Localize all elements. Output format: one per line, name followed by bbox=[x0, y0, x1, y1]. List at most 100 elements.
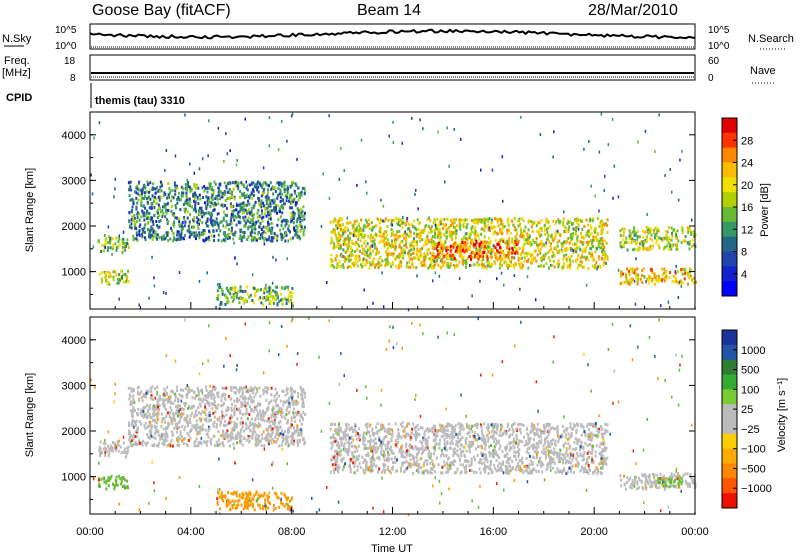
scatter-cell bbox=[365, 259, 367, 262]
scatter-cell bbox=[263, 204, 265, 207]
scatter-cell bbox=[563, 262, 565, 265]
scatter-cell bbox=[340, 247, 342, 250]
scatter-cell bbox=[126, 480, 128, 483]
scatter-cell bbox=[589, 218, 591, 221]
scatter-cell bbox=[547, 227, 549, 230]
scatter-cell bbox=[186, 393, 188, 396]
scatter-cell bbox=[411, 248, 413, 251]
scatter-cell bbox=[303, 402, 305, 405]
scatter-cell bbox=[184, 210, 186, 213]
scatter-cell bbox=[181, 394, 183, 397]
scatter-cell bbox=[248, 208, 250, 211]
scatter-cell bbox=[202, 210, 204, 213]
scatter-cell bbox=[131, 414, 133, 417]
scatter-cell bbox=[511, 238, 513, 241]
scatter-cell bbox=[213, 235, 215, 238]
freq-label-line2: [MHz] bbox=[2, 67, 31, 79]
scatter-cell bbox=[448, 257, 450, 260]
scatter-cell bbox=[143, 406, 145, 409]
scatter-cell bbox=[451, 238, 453, 241]
scatter-cell bbox=[114, 187, 116, 190]
scatter-cell bbox=[513, 242, 515, 245]
scatter-cell bbox=[284, 437, 286, 440]
scatter-cell bbox=[280, 299, 282, 302]
scatter-cell bbox=[272, 256, 274, 259]
scatter-cell bbox=[288, 197, 290, 200]
scatter-cell bbox=[212, 202, 214, 205]
scatter-cell bbox=[157, 216, 159, 219]
scatter-cell bbox=[297, 392, 299, 395]
scatter-cell bbox=[483, 217, 485, 220]
scatter-cell bbox=[428, 257, 430, 260]
scatter-cell bbox=[257, 237, 259, 240]
scatter-cell bbox=[130, 189, 132, 192]
scatter-cell bbox=[258, 298, 260, 301]
scatter-cell bbox=[536, 230, 538, 233]
scatter-cell bbox=[385, 218, 387, 221]
scatter-cell bbox=[99, 121, 101, 124]
scatter-cell bbox=[379, 222, 381, 225]
scatter-cell bbox=[230, 397, 232, 400]
scatter-cell bbox=[299, 230, 301, 233]
scatter-cell bbox=[410, 231, 412, 234]
scatter-cell bbox=[210, 392, 212, 395]
scatter-cell bbox=[279, 210, 281, 213]
scatter-cell bbox=[198, 236, 200, 239]
scatter-cell bbox=[299, 419, 301, 422]
scatter-cell bbox=[297, 395, 299, 398]
scatter-cell bbox=[576, 243, 578, 246]
scatter-cell bbox=[237, 400, 239, 403]
scatter-cell bbox=[554, 236, 556, 239]
scatter-cell bbox=[419, 221, 421, 224]
scatter-cell bbox=[515, 263, 517, 266]
scatter-cell bbox=[195, 232, 197, 235]
scatter-cell bbox=[93, 137, 95, 140]
scatter-cell bbox=[176, 234, 178, 237]
scatter-cell bbox=[219, 190, 221, 193]
scatter-cell bbox=[118, 273, 120, 276]
scatter-cell bbox=[253, 426, 255, 429]
scatter-cell bbox=[577, 254, 579, 257]
scatter-cell bbox=[507, 264, 509, 267]
scatter-cell bbox=[580, 257, 582, 260]
scatter-cell bbox=[648, 231, 650, 234]
scatter-cell bbox=[599, 151, 601, 154]
scatter-cell bbox=[693, 230, 695, 233]
scatter-cell bbox=[109, 272, 111, 275]
scatter-cell bbox=[228, 228, 230, 231]
scatter-cell bbox=[251, 207, 253, 210]
scatter-cell bbox=[640, 278, 642, 281]
scatter-cell bbox=[691, 279, 693, 282]
scatter-cell bbox=[580, 240, 582, 243]
scatter-cell bbox=[158, 413, 160, 416]
scatter-cell bbox=[294, 420, 296, 423]
scatter-cell bbox=[375, 224, 377, 227]
scatter-cell bbox=[266, 183, 268, 186]
scatter-cell bbox=[296, 195, 298, 198]
scatter-cell bbox=[139, 234, 141, 237]
scatter-cell bbox=[123, 248, 125, 251]
scatter-cell bbox=[592, 219, 594, 222]
scatter-cell bbox=[217, 283, 219, 286]
scatter-cell bbox=[408, 261, 410, 264]
scatter-cell bbox=[661, 237, 663, 240]
scatter-cell bbox=[386, 258, 388, 261]
scatter-cell bbox=[258, 422, 260, 425]
scatter-cell bbox=[189, 163, 191, 166]
scatter-cell bbox=[287, 191, 289, 194]
scatter-cell bbox=[190, 231, 192, 234]
scatter-cell bbox=[270, 393, 272, 396]
scatter-cell bbox=[399, 235, 401, 238]
scatter-cell bbox=[447, 254, 449, 257]
scatter-cell bbox=[690, 233, 692, 236]
scatter-cell bbox=[427, 238, 429, 241]
scatter-cell bbox=[98, 239, 100, 242]
scatter-cell bbox=[393, 141, 395, 144]
scatter-cell bbox=[196, 419, 198, 422]
scatter-cell bbox=[423, 257, 425, 260]
scatter-cell bbox=[204, 232, 206, 235]
scatter-cell bbox=[427, 267, 429, 270]
scatter-cell bbox=[289, 291, 291, 294]
scatter-cell bbox=[136, 234, 138, 237]
scatter-cell bbox=[480, 169, 482, 172]
